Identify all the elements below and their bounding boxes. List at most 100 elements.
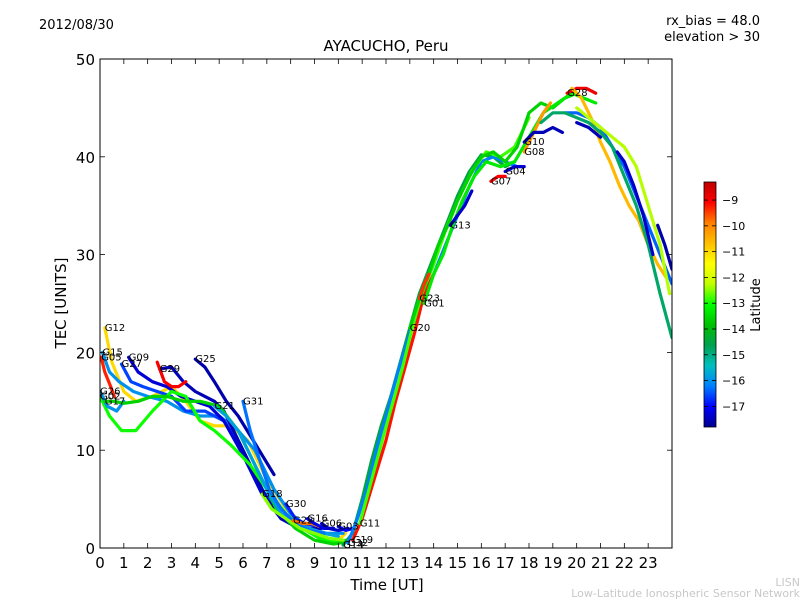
y-axis-label: TEC [UNITS] <box>52 258 70 350</box>
x-tick-label: 18 <box>519 554 538 572</box>
y-tick-label: 10 <box>76 442 95 460</box>
satellite-label: G12 <box>105 323 125 334</box>
lisn-long: Low-Latitude Ionospheric Sensor Network <box>571 587 800 600</box>
series-line-east-blue <box>615 150 655 257</box>
x-tick-label: 4 <box>191 554 201 572</box>
chart-title: AYACUCHO, Peru <box>323 37 449 55</box>
plot-frame <box>99 58 673 549</box>
x-tick-label: 19 <box>543 554 562 572</box>
satellite-label: G26 <box>100 387 120 398</box>
x-tick-label: 5 <box>214 554 224 572</box>
colorbar-ticks: −9 −10 −11 −12 −13 −14 −15 −16 −17 <box>704 194 745 413</box>
series-line-g08 <box>522 101 553 154</box>
y-tick-label: 0 <box>85 540 95 558</box>
y-tick-label: 50 <box>76 51 95 69</box>
axes: 0 1 2 3 4 5 6 7 8 9 10 11 12 13 14 15 16 17 18 19 20 21 22 2301… <box>76 51 672 572</box>
x-tick-label: 14 <box>424 554 443 572</box>
satellite-label: G28 <box>567 88 587 99</box>
series-line-g01 <box>422 91 598 306</box>
satellite-label: G13 <box>450 220 470 231</box>
series-line-east-green <box>539 111 672 340</box>
satellite-label: G18 <box>262 489 282 500</box>
satellite-label: G14 <box>343 540 363 551</box>
satellite-label: G09 <box>129 352 149 363</box>
x-tick-label: 6 <box>238 554 248 572</box>
x-axis-label: Time [UT] <box>349 576 423 594</box>
satellite-label: G01 <box>424 299 444 310</box>
series-line-g13 <box>448 189 474 227</box>
x-tick-label: 17 <box>496 554 515 572</box>
series-line-g28 <box>565 86 598 95</box>
y-tick-label: 20 <box>76 344 95 362</box>
rx-info: rx_bias = 48.0 elevation > 30 <box>664 14 760 46</box>
satellite-label: G25 <box>195 354 215 365</box>
lisn-short: LISN <box>775 576 800 589</box>
series-line-g04 <box>503 165 526 174</box>
x-tick-label: 9 <box>310 554 320 572</box>
colorbar-tick-label: −10 <box>722 220 745 233</box>
satellite-label: G02 <box>100 391 120 402</box>
series-line-east-blue2 <box>575 120 603 139</box>
x-tick-label: 3 <box>167 554 177 572</box>
series-line-g18 <box>260 492 345 542</box>
satellite-label: G11 <box>360 519 380 530</box>
satellite-label: G05 <box>101 352 121 363</box>
x-tick-label: 20 <box>567 554 586 572</box>
satellite-label: G29 <box>160 364 180 375</box>
series-line-g05 <box>100 355 116 398</box>
satellite-label: G06 <box>322 519 342 530</box>
date-label: 2012/08/30 <box>39 18 114 33</box>
satellite-label: G03 <box>338 522 358 533</box>
satellite-label: G10 <box>524 137 544 148</box>
series-line-east-lime <box>575 106 672 296</box>
series-line-g02-red <box>155 360 188 389</box>
satellite-label: G27 <box>122 359 142 370</box>
elevation-label: elevation > 30 <box>664 30 760 45</box>
x-tick-label: 1 <box>119 554 129 572</box>
satellite-label: G17 <box>105 396 125 407</box>
x-tick-label: 7 <box>262 554 272 572</box>
satellite-label: G23 <box>419 294 439 305</box>
y-tick-label: 30 <box>76 247 95 265</box>
colorbar-label: Latitude <box>749 278 764 332</box>
series-line-g17 <box>103 394 348 546</box>
series-line-g10-tail <box>563 111 672 286</box>
colorbar: −9 −10 −11 −12 −13 −14 −15 −16 −17 Latitude <box>703 181 764 428</box>
x-tick-label: 13 <box>400 554 419 572</box>
satellite-label: G08 <box>524 147 544 158</box>
x-tick-label: 11 <box>353 554 372 572</box>
satellite-label: G07 <box>491 176 511 187</box>
y-tick-label: 40 <box>76 149 95 167</box>
rx-bias-label: rx_bias = 48.0 <box>666 14 760 29</box>
x-tick-label: 15 <box>448 554 467 572</box>
satellite-label: G30 <box>286 499 306 510</box>
satellite-label: G04 <box>505 167 525 178</box>
x-tick-label: 2 <box>143 554 153 572</box>
series-line-g26 <box>100 389 126 413</box>
series-layer <box>100 86 672 547</box>
colorbar-tick-label: −16 <box>722 375 745 388</box>
colorbar-tick-label: −11 <box>722 246 745 259</box>
satellite-label: G32 <box>348 538 368 549</box>
colorbar-tick-label: −14 <box>722 323 745 336</box>
x-tick-label: 21 <box>591 554 610 572</box>
series-line-g25 <box>193 357 276 477</box>
satellite-label: G22 <box>293 516 313 527</box>
colorbar-bar <box>703 181 717 428</box>
x-tick-label: 16 <box>472 554 491 572</box>
x-tick-label: 23 <box>639 554 658 572</box>
series-line-g23 <box>417 272 431 301</box>
series-line-g15 <box>100 350 345 535</box>
colorbar-tick-label: −15 <box>722 349 745 362</box>
x-tick-label: 10 <box>329 554 348 572</box>
series-line-g10 <box>522 125 565 144</box>
colorbar-tick-label: −17 <box>722 400 745 413</box>
series-line-east-blue3 <box>656 223 672 271</box>
x-tick-label: 22 <box>615 554 634 572</box>
satellite-label: G21 <box>214 401 234 412</box>
colorbar-tick-label: −13 <box>722 297 745 310</box>
satellite-label: G20 <box>410 323 430 334</box>
satellite-label: G31 <box>243 396 263 407</box>
satellite-label: G15 <box>102 347 122 358</box>
